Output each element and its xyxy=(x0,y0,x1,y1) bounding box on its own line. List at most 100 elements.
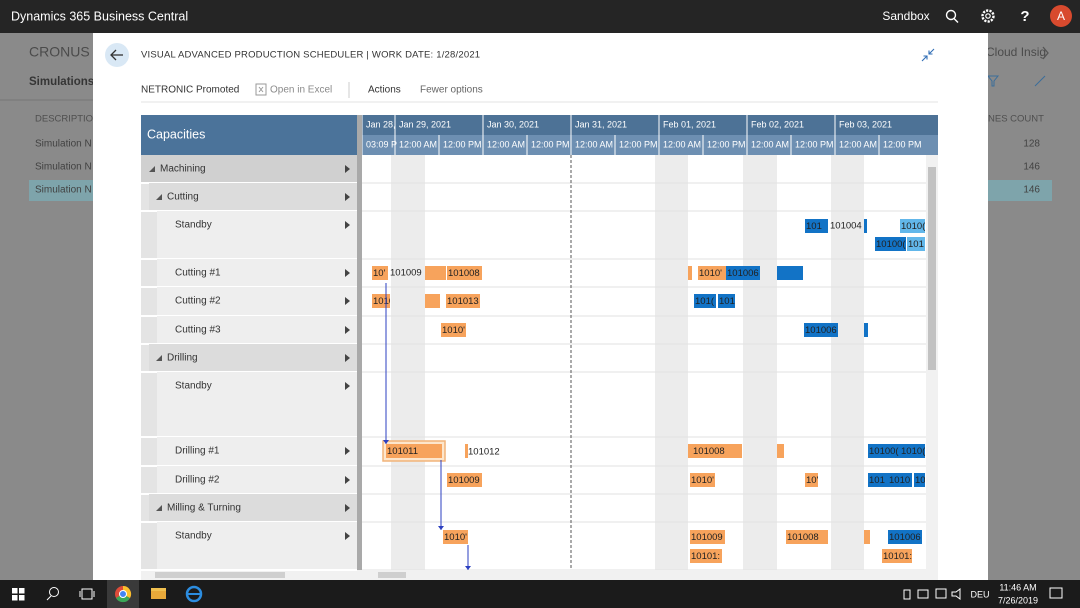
row-arrow[interactable] xyxy=(345,193,350,201)
time-label: 12:00 AM xyxy=(399,139,437,149)
row-arrow[interactable] xyxy=(345,447,350,455)
task-view[interactable] xyxy=(79,588,95,600)
action[interactable]: Fewer options xyxy=(420,85,483,96)
explorer-icon[interactable] xyxy=(151,588,166,599)
row-arrow[interactable] xyxy=(345,532,350,540)
operation-bar[interactable] xyxy=(864,219,867,233)
bar-label: 1010' xyxy=(444,532,467,543)
search-button[interactable] xyxy=(46,587,59,601)
operation-bar[interactable] xyxy=(914,473,925,487)
expand-toggle[interactable] xyxy=(156,355,162,361)
notifications[interactable] xyxy=(1049,587,1063,599)
operation-bar[interactable] xyxy=(777,266,803,280)
operation-bar[interactable] xyxy=(882,549,912,563)
operation-bar[interactable] xyxy=(875,237,906,251)
bar-label: 101008 xyxy=(787,532,819,543)
operation-bar[interactable] xyxy=(888,473,912,487)
operation-bar[interactable] xyxy=(690,473,715,487)
operation-bar[interactable] xyxy=(777,444,784,458)
bar-outside-label: 101009 xyxy=(390,268,422,279)
operation-bar[interactable] xyxy=(425,294,440,308)
bar-label: 1010( xyxy=(901,446,926,457)
operation-bar[interactable] xyxy=(425,266,446,280)
operation-bar[interactable] xyxy=(692,444,742,458)
clock-date[interactable]: 7/26/2019 xyxy=(998,595,1038,605)
operation-bar[interactable] xyxy=(868,473,888,487)
operation-bar[interactable] xyxy=(372,266,388,280)
v-scroll-thumb[interactable] xyxy=(928,167,936,370)
time-label: 12:00 AM xyxy=(487,139,525,149)
operation-bar[interactable] xyxy=(698,266,726,280)
bar-label: 101013 xyxy=(447,296,479,307)
operation-bar[interactable] xyxy=(822,219,828,233)
operation-bar[interactable] xyxy=(786,530,828,544)
h-scroll-thumb[interactable] xyxy=(378,572,406,578)
bar-outside-label: 101012 xyxy=(468,447,500,458)
page-name: Simulations: xyxy=(29,76,98,88)
operation-bar[interactable] xyxy=(386,444,442,458)
operation-bar[interactable] xyxy=(888,530,922,544)
right-title: Cloud Insig xyxy=(986,45,1046,59)
operation-bar[interactable] xyxy=(688,444,692,458)
language[interactable]: DEU xyxy=(970,589,989,599)
operation-bar[interactable] xyxy=(447,473,482,487)
action[interactable]: Actions xyxy=(368,85,401,96)
h-scroll-thumb[interactable] xyxy=(155,572,285,578)
row-arrow[interactable] xyxy=(345,476,350,484)
row-arrow[interactable] xyxy=(345,504,350,512)
operation-bar[interactable] xyxy=(864,530,870,544)
dialog-title: VISUAL ADVANCED PRODUCTION SCHEDULER | W… xyxy=(141,50,480,61)
operation-bar[interactable] xyxy=(690,530,725,544)
row-arrow[interactable] xyxy=(345,269,350,277)
operation-bar[interactable] xyxy=(694,294,716,308)
expand-toggle[interactable] xyxy=(149,166,155,172)
operation-bar[interactable] xyxy=(907,237,925,251)
expand-toggle[interactable] xyxy=(156,194,162,200)
operation-bar[interactable] xyxy=(446,294,480,308)
row-arrow[interactable] xyxy=(345,297,350,305)
time-label: 12:00 PM xyxy=(531,139,570,149)
help-icon[interactable]: ? xyxy=(1020,8,1029,25)
avatar[interactable] xyxy=(1050,5,1072,27)
operation-bar[interactable] xyxy=(805,219,822,233)
row-arrow[interactable] xyxy=(345,221,350,229)
row-arrow[interactable] xyxy=(345,354,350,362)
operation-bar[interactable] xyxy=(804,323,838,337)
time-label: 12:00 AM xyxy=(663,139,701,149)
h-scrollbar[interactable] xyxy=(141,570,938,580)
collapse-icon[interactable] xyxy=(921,48,935,62)
operation-bar[interactable] xyxy=(900,444,925,458)
operation-bar[interactable] xyxy=(726,266,760,280)
operation-bar[interactable] xyxy=(900,219,925,233)
row-arrow[interactable] xyxy=(345,382,350,390)
start-button[interactable] xyxy=(12,588,25,601)
action[interactable]: NETRONIC Promoted xyxy=(141,85,239,96)
search-icon[interactable] xyxy=(945,9,959,23)
operation-bar[interactable] xyxy=(868,444,900,458)
operation-bar[interactable] xyxy=(465,444,468,458)
action[interactable]: Open in Excel xyxy=(270,85,332,96)
leaf-row xyxy=(157,287,357,316)
operation-bar[interactable] xyxy=(805,473,818,487)
operation-bar[interactable] xyxy=(688,266,692,280)
environment[interactable]: Sandbox xyxy=(882,9,929,23)
operation-bar[interactable] xyxy=(864,323,868,337)
row-arrow[interactable] xyxy=(345,165,350,173)
operation-bar[interactable] xyxy=(718,294,735,308)
bar-label: 101006 xyxy=(727,268,759,279)
operation-bar[interactable] xyxy=(443,530,468,544)
tray-icons[interactable] xyxy=(903,588,961,600)
row-arrow[interactable] xyxy=(345,326,350,334)
expand-toggle[interactable] xyxy=(156,505,162,511)
operation-bar[interactable] xyxy=(447,266,482,280)
list-row: Simulation N xyxy=(35,185,92,196)
operation-bar[interactable] xyxy=(441,323,466,337)
bar-label: 1010' xyxy=(691,475,714,486)
settings-icon[interactable] xyxy=(981,9,995,23)
splitter[interactable] xyxy=(357,115,362,570)
edge-icon[interactable] xyxy=(185,585,203,603)
operation-bar[interactable] xyxy=(690,549,722,563)
clock-time[interactable]: 11:46 AM xyxy=(999,582,1036,592)
